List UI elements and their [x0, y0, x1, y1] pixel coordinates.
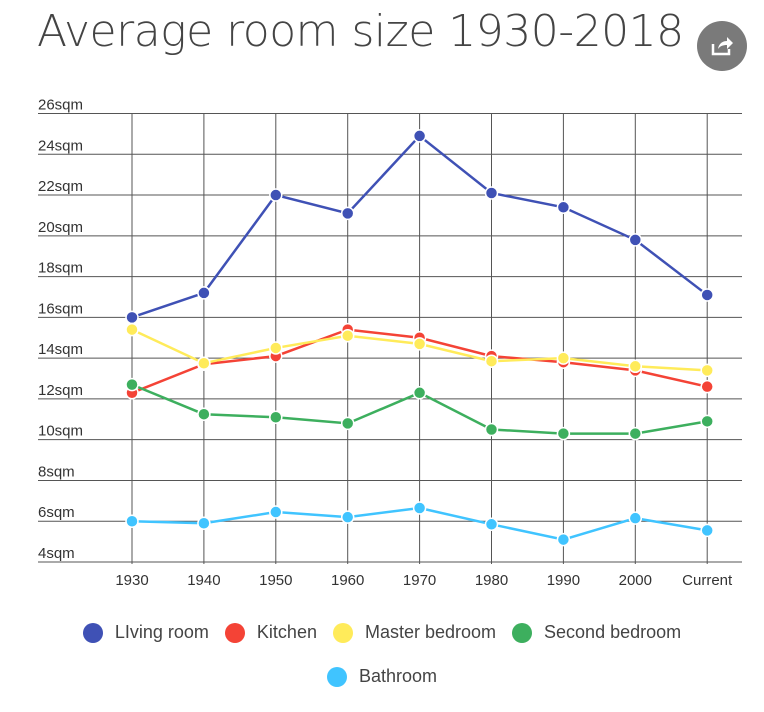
data-point[interactable]: [412, 337, 427, 351]
data-point[interactable]: [700, 379, 714, 394]
x-tick-label: 1960: [331, 572, 364, 589]
y-tick-label: 26sqm: [38, 97, 83, 114]
data-point[interactable]: [125, 377, 139, 392]
legend-dot-icon: [224, 622, 245, 643]
x-tick-label: Current: [682, 572, 733, 589]
data-point[interactable]: [484, 517, 499, 532]
data-point[interactable]: [125, 322, 139, 337]
data-point[interactable]: [412, 386, 427, 400]
data-point[interactable]: [700, 288, 714, 302]
y-tick-label: 4sqm: [38, 545, 75, 562]
share-button[interactable]: [697, 21, 747, 71]
data-point[interactable]: [269, 341, 283, 355]
y-tick-label: 24sqm: [38, 137, 83, 154]
x-tick-label: 1970: [403, 572, 436, 589]
share-icon: [711, 37, 733, 56]
data-point[interactable]: [628, 233, 643, 247]
data-point[interactable]: [340, 206, 355, 221]
x-tick-label: 1990: [547, 572, 580, 589]
data-point[interactable]: [197, 356, 211, 370]
data-point[interactable]: [269, 410, 283, 425]
legend-dot-icon: [332, 622, 353, 643]
x-tick-label: 1940: [187, 572, 220, 589]
data-point[interactable]: [269, 505, 283, 519]
data-point[interactable]: [340, 328, 355, 343]
data-point[interactable]: [700, 523, 714, 538]
data-point[interactable]: [197, 286, 211, 300]
x-tick-label: 2000: [619, 572, 652, 589]
x-tick-label: 1950: [259, 572, 292, 589]
y-tick-label: 18sqm: [38, 260, 83, 277]
data-point[interactable]: [484, 186, 499, 200]
legend-item[interactable]: Second bedroom: [512, 622, 681, 643]
legend-label: Bathroom: [358, 666, 438, 686]
chart-title: Average room size 1930-2018: [37, 6, 684, 57]
legend-row-2: Bathroom: [0, 666, 764, 687]
data-point[interactable]: [484, 422, 499, 437]
data-point[interactable]: [340, 510, 355, 524]
data-point[interactable]: [556, 532, 571, 547]
data-point[interactable]: [556, 426, 571, 441]
legend-label: LIving room: [114, 622, 209, 642]
data-point[interactable]: [412, 501, 427, 515]
y-tick-label: 10sqm: [38, 423, 83, 440]
legend-item[interactable]: LIving room: [82, 622, 209, 643]
legend-dot-icon: [326, 666, 347, 687]
legend-dot-icon: [82, 622, 103, 643]
y-tick-label: 6sqm: [38, 504, 75, 521]
data-point[interactable]: [340, 416, 355, 431]
y-tick-label: 16sqm: [38, 300, 83, 317]
data-point[interactable]: [125, 310, 139, 325]
legend-dot-icon: [512, 622, 533, 643]
data-point[interactable]: [700, 414, 714, 429]
legend-item[interactable]: Master bedroom: [332, 622, 497, 643]
data-point[interactable]: [628, 359, 643, 374]
data-point[interactable]: [700, 363, 714, 378]
data-point[interactable]: [628, 426, 643, 441]
line-chart: 4sqm 6sqm 8sqm 10sqm 12sqm 14sqm 16sqm 18sqm 20s…: [38, 97, 742, 589]
data-point[interactable]: [556, 351, 571, 365]
data-point[interactable]: [269, 188, 283, 202]
data-point[interactable]: [412, 129, 427, 143]
data-point[interactable]: [484, 354, 499, 368]
legend-row-1: LIving room Kitchen Master bedroom Second b…: [0, 622, 764, 643]
legend-label: Second bedroom: [544, 622, 682, 642]
legend-label: Master bedroom: [364, 622, 497, 642]
y-tick-label: 22sqm: [38, 178, 83, 195]
y-tick-label: 20sqm: [38, 219, 83, 236]
y-tick-label: 8sqm: [38, 463, 75, 480]
data-point[interactable]: [125, 514, 139, 528]
data-point[interactable]: [556, 200, 571, 215]
y-tick-label: 12sqm: [38, 382, 83, 399]
data-point[interactable]: [197, 516, 211, 531]
y-tick-label: 14sqm: [38, 341, 83, 358]
legend-label: Kitchen: [256, 622, 317, 642]
legend-item[interactable]: Kitchen: [224, 622, 317, 643]
legend-item[interactable]: Bathroom: [326, 666, 438, 687]
x-tick-label: 1930: [115, 572, 148, 589]
data-point[interactable]: [197, 407, 211, 421]
data-point[interactable]: [628, 511, 643, 525]
x-tick-label: 1980: [475, 572, 508, 589]
